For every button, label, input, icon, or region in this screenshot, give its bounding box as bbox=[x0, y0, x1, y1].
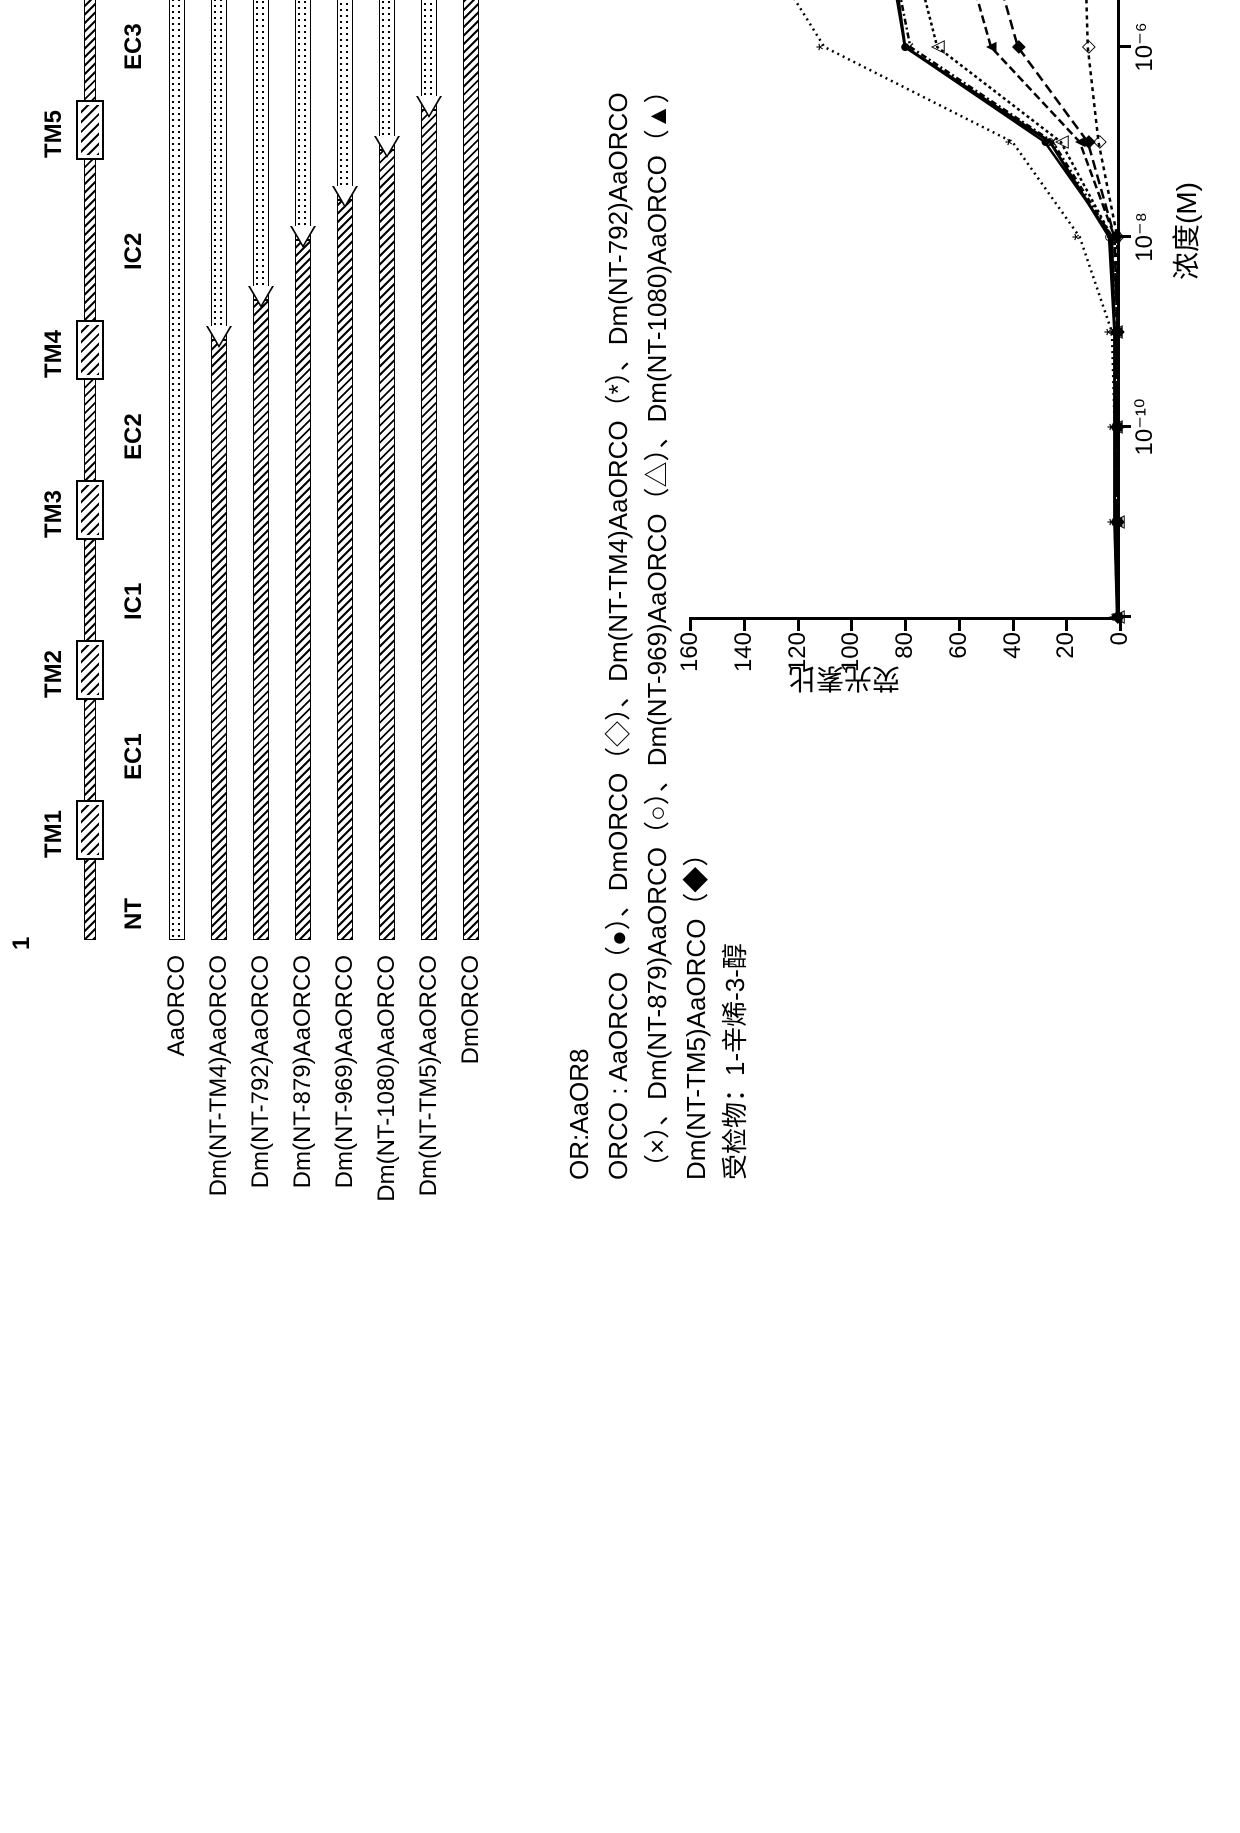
series-marker: * bbox=[1002, 138, 1023, 145]
legend-orco-1: ORCO : AaORCO（●）、DmORCO（◇）、Dm(NT-TM4)AaO… bbox=[599, 77, 638, 1180]
construct-label: Dm(NT-792)AaORCO bbox=[247, 940, 275, 1240]
construct-row: Dm(NT-1080)AaORCO bbox=[366, 0, 408, 1240]
legend-or: OR:AaOR8 bbox=[560, 77, 599, 1180]
construct-label: Dm(NT-TM4)AaORCO bbox=[205, 940, 233, 1240]
construct-arrow bbox=[164, 0, 190, 940]
construct-label: DmORCO bbox=[457, 940, 485, 1240]
construct-row: Dm(NT-969)AaORCO bbox=[324, 0, 366, 1240]
construct-rows: AaORCO Dm(NT-TM4)AaORCO Dm(NT-792)AaORCO Dm… bbox=[156, 0, 492, 1240]
construct-arrow bbox=[416, 0, 442, 940]
series-marker: * bbox=[814, 43, 835, 50]
series-line bbox=[884, 0, 1118, 617]
series-marker: ◆ bbox=[1104, 230, 1125, 244]
tm-labels: TM1TM2TM3TM4TM5TM6TM7 bbox=[40, 0, 70, 940]
y-tick-label: 20 bbox=[1052, 632, 1080, 687]
y-tick-label: 120 bbox=[784, 632, 812, 687]
series-marker: ◆ bbox=[1107, 515, 1128, 529]
tm-label: TM3 bbox=[40, 490, 68, 538]
y-tick-label: 0 bbox=[1106, 632, 1134, 687]
protein-schematic: 1 1443 TM1TM2TM3TM4TM5TM6TM7 NTEC1IC1EC2… bbox=[40, 0, 492, 940]
series-marker: △ bbox=[927, 40, 948, 54]
loop-label: IC1 bbox=[120, 583, 148, 620]
series-line bbox=[717, 0, 1117, 617]
nt-position: 1 bbox=[8, 937, 36, 950]
construct-row: AaORCO bbox=[156, 0, 198, 1240]
series-marker: * bbox=[1069, 233, 1090, 240]
construct-label: Dm(NT-969)AaORCO bbox=[331, 940, 359, 1240]
series-marker: ◆ bbox=[1107, 420, 1128, 434]
plot-area: 02040608010012014016010⁻¹⁰10⁻⁸10⁻⁶10⁻⁴●●… bbox=[690, 0, 1120, 620]
construct-label: Dm(NT-TM5)AaORCO bbox=[415, 940, 443, 1240]
construct-arrow bbox=[332, 0, 358, 940]
y-tick-label: 160 bbox=[676, 632, 704, 687]
series-line bbox=[884, 0, 1118, 617]
series-marker: ◆ bbox=[1007, 40, 1028, 54]
tm-label: TM5 bbox=[40, 110, 68, 158]
construct-label: AaORCO bbox=[163, 940, 191, 1240]
y-tick-label: 80 bbox=[891, 632, 919, 687]
tm-label: TM4 bbox=[40, 330, 68, 378]
series-marker: ◆ bbox=[1107, 610, 1128, 624]
construct-label: Dm(NT-879)AaORCO bbox=[289, 940, 317, 1240]
construct-arrow bbox=[248, 0, 274, 940]
series-line bbox=[878, 0, 1117, 617]
dose-response-chart: 荧光素比 02040608010012014016010⁻¹⁰10⁻⁸10⁻⁶1… bbox=[680, 0, 1200, 720]
figure-canvas: 1 1443 TM1TM2TM3TM4TM5TM6TM7 NTEC1IC1EC2… bbox=[0, 0, 1240, 1240]
domain-bar bbox=[70, 0, 110, 940]
loop-label: EC2 bbox=[120, 413, 148, 460]
tm-box bbox=[76, 640, 104, 700]
legend-orco-2: （×）、Dm(NT-879)AaORCO（○）、Dm(NT-969)AaORCO… bbox=[638, 77, 677, 1180]
x-tick-label: 10⁻⁶ bbox=[1130, 22, 1159, 71]
y-tick-label: 60 bbox=[945, 632, 973, 687]
loop-label: EC1 bbox=[120, 733, 148, 780]
series-marker: ◆ bbox=[1077, 135, 1098, 149]
loop-label: NT bbox=[120, 898, 148, 930]
tm-label: TM1 bbox=[40, 810, 68, 858]
tm-label: TM2 bbox=[40, 650, 68, 698]
construct-row: Dm(NT-TM4)AaORCO bbox=[198, 0, 240, 1240]
chart-lines bbox=[690, 0, 1117, 617]
tm-box bbox=[76, 320, 104, 380]
construct-arrow bbox=[290, 0, 316, 940]
y-tick-label: 40 bbox=[999, 632, 1027, 687]
construct-row: Dm(NT-792)AaORCO bbox=[240, 0, 282, 1240]
series-marker: ◇ bbox=[1077, 40, 1098, 54]
construct-arrow bbox=[458, 0, 484, 940]
y-tick-label: 140 bbox=[730, 632, 758, 687]
x-axis-title: 浓度(M) bbox=[1165, 182, 1205, 280]
y-tick-label: 100 bbox=[837, 632, 865, 687]
loop-label: EC3 bbox=[120, 23, 148, 70]
tm-box bbox=[76, 800, 104, 860]
construct-row: Dm(NT-879)AaORCO bbox=[282, 0, 324, 1240]
loop-label: IC2 bbox=[120, 233, 148, 270]
series-marker: ▲ bbox=[981, 38, 1002, 56]
tm-box bbox=[76, 100, 104, 160]
construct-arrow bbox=[374, 0, 400, 940]
tm-box bbox=[76, 480, 104, 540]
series-line bbox=[980, 0, 1117, 617]
construct-row: Dm(NT-TM5)AaORCO bbox=[408, 0, 450, 1240]
series-marker: ◆ bbox=[1107, 325, 1128, 339]
construct-arrow bbox=[206, 0, 232, 940]
construct-row: DmORCO bbox=[450, 0, 492, 1240]
x-tick-label: 10⁻¹⁰ bbox=[1130, 399, 1159, 456]
x-tick-label: 10⁻⁸ bbox=[1130, 212, 1159, 262]
loop-labels: NTEC1IC1EC2IC2EC3IC3CT bbox=[120, 0, 150, 940]
construct-label: Dm(NT-1080)AaORCO bbox=[373, 940, 401, 1240]
series-line bbox=[900, 0, 1118, 617]
series-marker: ○ bbox=[895, 42, 916, 53]
